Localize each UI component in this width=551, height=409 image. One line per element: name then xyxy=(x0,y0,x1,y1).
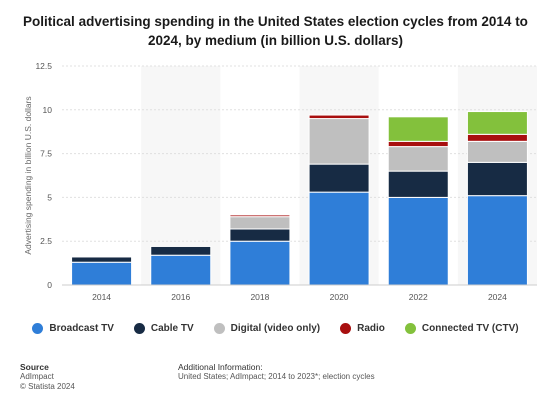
legend-marker xyxy=(133,323,145,334)
bar-segment xyxy=(71,261,133,286)
bar-segment xyxy=(466,161,528,197)
x-tick-label: 2022 xyxy=(409,292,428,302)
bar-segment xyxy=(466,133,528,142)
info-text: United States; AdImpact; 2014 to 2023*; … xyxy=(178,372,375,381)
footer-additional-info: Additional Information: United States; A… xyxy=(178,362,375,382)
legend-marker xyxy=(340,323,352,334)
x-tick-label: 2016 xyxy=(171,292,190,302)
bar-segment xyxy=(466,195,528,286)
y-tick-label: 7.5 xyxy=(40,149,52,159)
info-heading: Additional Information: xyxy=(178,362,263,372)
source-heading: Source xyxy=(20,362,49,372)
legend-item-digital[interactable]: Digital (video only) xyxy=(213,323,321,334)
bar-segment xyxy=(308,114,370,120)
chart-plot: 0 2.5 5 7.5 10 12.5 Advertising spending in bi… xyxy=(23,61,537,302)
y-axis-title: Advertising spending in billion U.S. dol… xyxy=(23,96,33,254)
bar-segment xyxy=(150,254,212,286)
bar-segment xyxy=(308,118,370,165)
x-tick-label: 2018 xyxy=(250,292,269,302)
bar-segment xyxy=(387,146,449,172)
legend-label: Broadcast TV xyxy=(49,323,114,334)
bar-segment xyxy=(229,228,291,242)
bar-segment xyxy=(387,170,449,198)
chart-legend: Broadcast TV Cable TV Digital (video onl… xyxy=(0,323,551,334)
legend-label: Digital (video only) xyxy=(230,323,321,334)
chart-title: Political advertising spending in the Un… xyxy=(23,14,528,48)
bar-segment xyxy=(387,196,449,286)
bar-segment xyxy=(308,163,370,193)
y-tick-label: 0 xyxy=(47,280,52,290)
y-tick-label: 5 xyxy=(47,192,52,202)
bar-segment xyxy=(308,191,370,286)
legend-marker xyxy=(404,323,416,334)
y-tick-label: 10 xyxy=(43,105,53,115)
legend-item-radio[interactable]: Radio xyxy=(340,323,385,334)
bar-segment xyxy=(150,245,212,256)
x-tick-label: 2024 xyxy=(488,292,507,302)
source-line[interactable]: AdImpact xyxy=(20,372,54,381)
x-tick-label: 2020 xyxy=(330,292,349,302)
legend-label: Radio xyxy=(357,323,385,334)
bar-segment xyxy=(466,111,528,135)
legend-marker xyxy=(32,323,44,334)
y-tick-label: 2.5 xyxy=(40,236,52,246)
bar-segment xyxy=(387,140,449,148)
bar-segment xyxy=(229,214,291,218)
bar-segment xyxy=(229,240,291,286)
legend-marker xyxy=(213,323,225,334)
bar-segment xyxy=(466,140,528,163)
bar-segment xyxy=(387,116,449,142)
bar-segment xyxy=(229,216,291,230)
footer-source: Source AdImpact © Statista 2024 xyxy=(20,362,75,392)
copyright-line: © Statista 2024 xyxy=(20,382,75,391)
legend-item-cable-tv[interactable]: Cable TV xyxy=(133,323,194,334)
legend-label: Cable TV xyxy=(150,323,194,334)
x-tick-label: 2014 xyxy=(92,292,111,302)
y-tick-label: 12.5 xyxy=(35,61,52,71)
legend-label: Connected TV (CTV) xyxy=(421,323,519,334)
bar-segment xyxy=(71,256,133,263)
legend-item-broadcast-tv[interactable]: Broadcast TV xyxy=(32,323,114,334)
legend-item-ctv[interactable]: Connected TV (CTV) xyxy=(404,323,519,334)
